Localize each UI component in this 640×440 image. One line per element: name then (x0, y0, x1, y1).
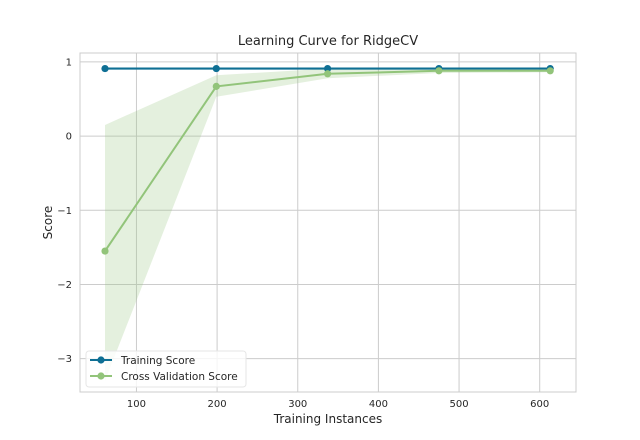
legend-swatch-marker (97, 356, 105, 364)
y-tick-label: −1 (57, 206, 72, 217)
y-tick-label: 1 (66, 57, 72, 68)
series-0-point (212, 64, 220, 73)
x-tick-label: 600 (530, 399, 549, 410)
legend: Training Score Cross Validation Score (85, 350, 247, 388)
x-axis-label: Training Instances (273, 412, 382, 426)
series-1-point (323, 70, 332, 78)
series-1-point (546, 67, 554, 75)
plot-area (79, 52, 577, 393)
axis-ticks: 100 200 300 400 500 600 −3 −2 −1 0 1 (57, 57, 549, 410)
series-1-point (435, 67, 443, 75)
x-tick-label: 300 (288, 399, 307, 410)
y-tick-label: −2 (57, 280, 72, 291)
series-lines (101, 64, 554, 255)
grid-lines (80, 53, 576, 392)
y-tick-label: 0 (66, 132, 72, 143)
legend-swatch-marker (97, 372, 105, 380)
series-0-point (101, 64, 109, 73)
x-tick-label: 400 (369, 399, 388, 410)
x-tick-label: 500 (450, 399, 469, 410)
y-tick-label: −3 (57, 354, 72, 365)
legend-box (85, 350, 247, 388)
series-1-point (101, 247, 109, 255)
series-1-point (212, 82, 220, 90)
x-tick-label: 100 (127, 399, 146, 410)
y-axis-label: Score (41, 206, 55, 240)
legend-label: Cross Validation Score (121, 371, 238, 383)
chart-title: Learning Curve for RidgeCV (238, 34, 418, 49)
series-0-point (323, 64, 332, 73)
x-tick-label: 200 (208, 399, 227, 410)
legend-label: Training Score (120, 355, 195, 367)
